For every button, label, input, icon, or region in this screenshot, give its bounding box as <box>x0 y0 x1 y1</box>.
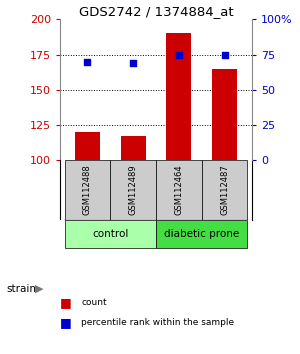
Text: count: count <box>81 298 106 307</box>
Text: GSM112464: GSM112464 <box>174 164 183 215</box>
Text: ■: ■ <box>60 296 72 309</box>
Bar <box>202 160 248 220</box>
Text: GSM112487: GSM112487 <box>220 164 229 215</box>
Text: GSM112488: GSM112488 <box>83 164 92 215</box>
Point <box>176 52 181 57</box>
Text: percentile rank within the sample: percentile rank within the sample <box>81 318 234 327</box>
Bar <box>212 69 237 160</box>
Text: ■: ■ <box>60 316 72 329</box>
Bar <box>110 160 156 220</box>
Bar <box>64 160 110 220</box>
Point <box>85 59 90 64</box>
Text: control: control <box>92 229 128 239</box>
Point <box>222 52 227 57</box>
Text: diabetic prone: diabetic prone <box>164 229 239 239</box>
Point <box>131 60 136 66</box>
Bar <box>75 132 100 160</box>
Text: ▶: ▶ <box>34 284 43 293</box>
Bar <box>156 160 202 220</box>
Bar <box>121 136 146 160</box>
Title: GDS2742 / 1374884_at: GDS2742 / 1374884_at <box>79 5 233 18</box>
Bar <box>64 220 156 248</box>
Bar <box>156 220 248 248</box>
Text: strain: strain <box>6 284 36 293</box>
Bar <box>166 34 191 160</box>
Text: GSM112489: GSM112489 <box>129 164 138 215</box>
